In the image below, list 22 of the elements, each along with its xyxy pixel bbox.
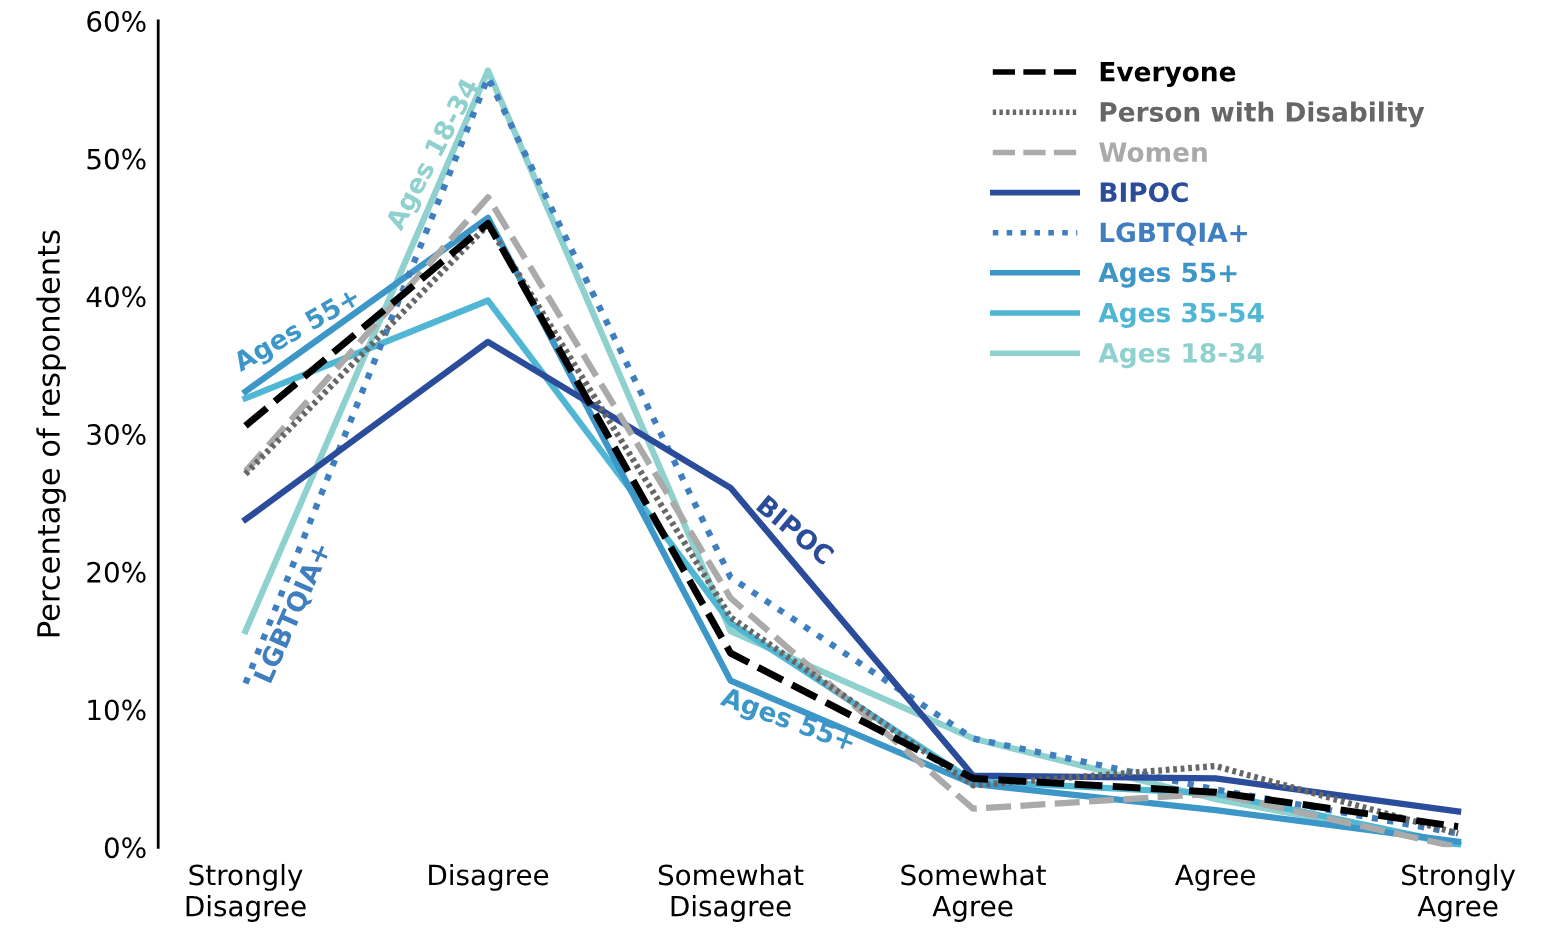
x-tick-label: Somewhat Agree — [901, 863, 1046, 922]
legend-label: Ages 18-34 — [1098, 342, 1264, 369]
x-tick-label: Agree — [1174, 864, 1255, 891]
legend-label: BIPOC — [1100, 182, 1188, 203]
y-tick-label: 0% — [104, 837, 146, 859]
y-tick-label: 30% — [87, 424, 146, 446]
y-tick-label: 60% — [87, 10, 146, 32]
legend-label: Ages 55+ — [1098, 262, 1237, 288]
legend-label: Women — [1099, 142, 1207, 163]
y-tick-label: 40% — [86, 286, 146, 308]
legend-label: Everyone — [1100, 62, 1236, 87]
legend-label: LGBTQIA+ — [1100, 222, 1247, 246]
legend-label: Person with Disability — [1100, 101, 1425, 128]
x-tick-label: Disagree — [429, 863, 549, 891]
y-tick-label: 50% — [87, 148, 146, 170]
legend-label: Ages 35-54 — [1098, 302, 1264, 328]
x-tick-label: Strongly Disagree — [186, 863, 306, 922]
y-tick-label: 10% — [88, 699, 146, 721]
y-axis-title: Percentage of respondents — [36, 230, 66, 637]
y-tick-label: 20% — [87, 561, 146, 583]
x-tick-label: Somewhat Disagree — [658, 863, 804, 922]
x-tick-label: Strongly Agree — [1402, 863, 1516, 922]
